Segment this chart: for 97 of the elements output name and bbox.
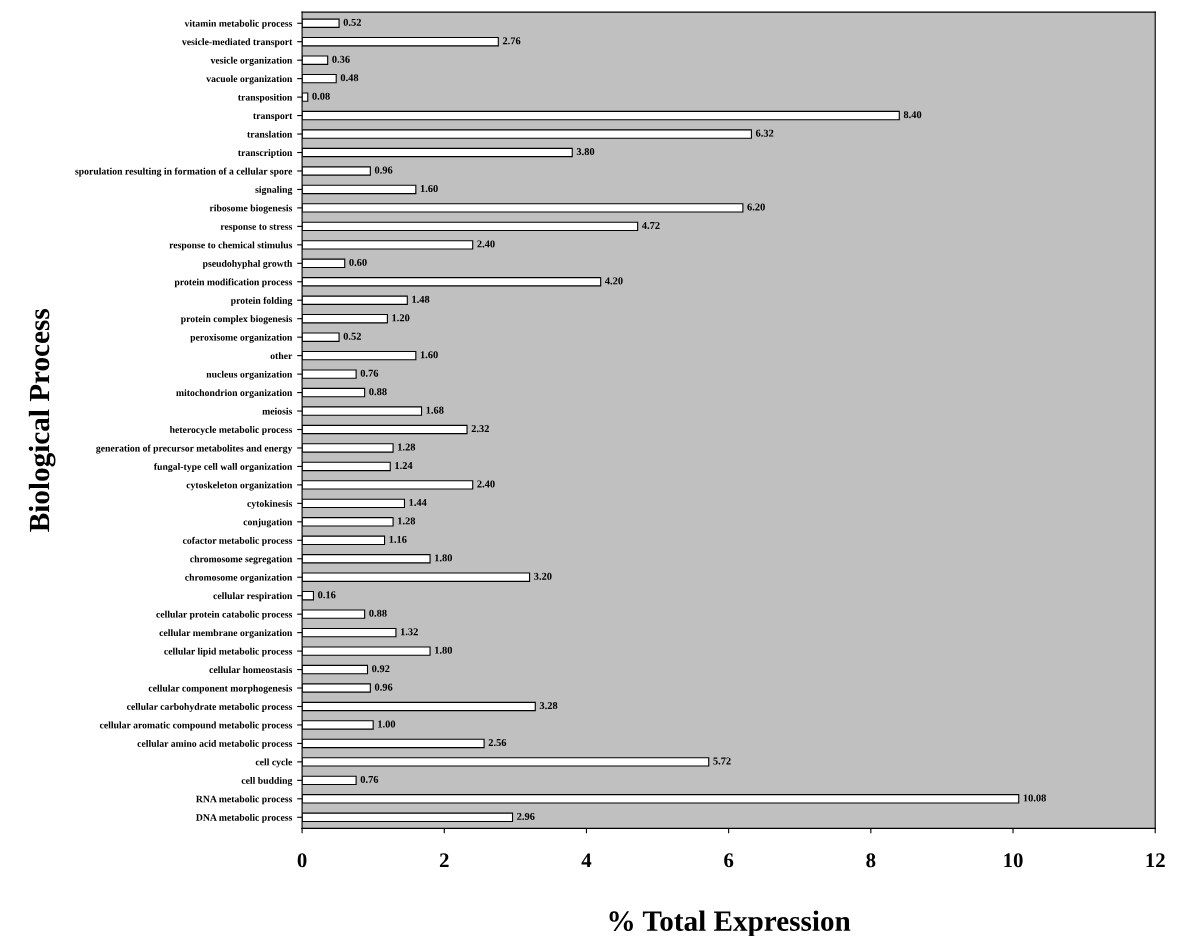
x-tick-label: 6 bbox=[724, 853, 734, 868]
data-label: 1.00 bbox=[378, 720, 396, 728]
y-tick-label: vesicle-mediated transport bbox=[181, 38, 293, 48]
data-label: 5.72 bbox=[713, 757, 731, 765]
x-axis-title: % Total Expression bbox=[609, 910, 851, 936]
data-label: 4.72 bbox=[641, 221, 660, 230]
y-tick-label: vitamin metabolic process bbox=[184, 19, 293, 29]
y-tick-label: cytokinesis bbox=[247, 499, 293, 509]
y-tick-label: cellular lipid metabolic process bbox=[164, 647, 293, 657]
data-label: 8.40 bbox=[903, 111, 922, 119]
y-tick-label: peroxisome organization bbox=[190, 333, 293, 343]
data-label: 1.60 bbox=[420, 185, 438, 193]
y-tick-label: transcription bbox=[237, 149, 293, 158]
data-label: 0.60 bbox=[349, 258, 367, 266]
data-label: 0.88 bbox=[369, 388, 387, 396]
data-label: 0.48 bbox=[340, 74, 359, 82]
y-tick-label: pseudohyphal growth bbox=[202, 259, 293, 269]
y-tick-label: cofactor metabolic process bbox=[182, 536, 293, 546]
y-tick-label: translation bbox=[247, 130, 293, 138]
y-tick-label: transport bbox=[253, 113, 293, 122]
data-label: 2.40 bbox=[477, 240, 495, 248]
y-tick-label: protein modification process bbox=[174, 278, 293, 288]
y-tick-label: protein complex biogenesis bbox=[180, 315, 293, 325]
y-tick-label: sporulation resulting in formation of a cellular spore bbox=[75, 167, 293, 177]
x-tick-label: 0 bbox=[297, 853, 307, 868]
data-label: 1.28 bbox=[398, 517, 416, 525]
data-label: 0.96 bbox=[374, 683, 393, 691]
y-tick-label: response to stress bbox=[220, 224, 293, 232]
data-label: 4.20 bbox=[604, 277, 623, 285]
data-label: 3.28 bbox=[539, 702, 558, 710]
y-tick-label: meiosis bbox=[262, 407, 293, 415]
data-label: 0.52 bbox=[343, 18, 361, 26]
data-label: 1.24 bbox=[395, 462, 413, 470]
data-label: 1.48 bbox=[412, 295, 430, 303]
data-label: 0.52 bbox=[343, 332, 361, 340]
data-label: 2.76 bbox=[502, 37, 521, 45]
x-tick-label: 12 bbox=[1146, 853, 1165, 868]
y-tick-label: generation of precursor metabolites and energy bbox=[96, 444, 293, 454]
y-tick-label: other bbox=[270, 352, 293, 360]
y-tick-label: conjugation bbox=[243, 518, 293, 528]
y-tick-label: cellular protein catabolic process bbox=[156, 610, 293, 620]
data-label: 0.96 bbox=[374, 166, 393, 174]
y-tick-label: signaling bbox=[255, 186, 293, 195]
data-label: 1.28 bbox=[398, 443, 416, 451]
data-label: 1.32 bbox=[400, 628, 418, 636]
x-tick-label: 2 bbox=[439, 853, 449, 868]
y-tick-label: response to chemical stimulus bbox=[169, 241, 293, 251]
y-tick-label: cellular carbohydrate metabolic process bbox=[126, 703, 293, 712]
data-label: 1.80 bbox=[435, 554, 453, 562]
y-tick-label: vacuole organization bbox=[206, 75, 293, 85]
y-tick-label: cytoskeleton organization bbox=[186, 481, 293, 491]
y-tick-label: cell cycle bbox=[255, 758, 293, 768]
y-tick-label: transposition bbox=[237, 93, 293, 103]
data-label: 0.08 bbox=[312, 92, 330, 100]
data-label: 1.44 bbox=[409, 498, 427, 507]
x-tick-label: 10 bbox=[1004, 853, 1023, 868]
data-label: 1.16 bbox=[389, 535, 407, 543]
data-label: 1.80 bbox=[435, 646, 453, 654]
y-tick-label: cellular component morphogenesis bbox=[148, 684, 293, 694]
y-tick-label: ribosome biogenesis bbox=[209, 204, 293, 214]
x-tick-label: 4 bbox=[581, 853, 592, 868]
x-tick-label: 8 bbox=[866, 853, 876, 868]
data-label: 6.20 bbox=[747, 203, 765, 211]
y-tick-label: fungal-type cell wall organization bbox=[153, 463, 293, 472]
y-tick-label: protein folding bbox=[230, 296, 293, 306]
y-tick-label: cellular aromatic compound metabolic process bbox=[99, 721, 293, 731]
y-tick-label: cell budding bbox=[241, 776, 293, 786]
y-tick-label: vesicle organization bbox=[210, 56, 293, 66]
data-label: 1.68 bbox=[426, 406, 444, 414]
data-label: 2.32 bbox=[471, 425, 489, 433]
y-tick-label: cellular membrane organization bbox=[159, 629, 293, 639]
data-label: 2.56 bbox=[488, 739, 507, 747]
data-label: 3.20 bbox=[534, 572, 552, 580]
data-label: 1.60 bbox=[420, 351, 438, 359]
data-label: 0.76 bbox=[360, 775, 379, 783]
data-label: 0.36 bbox=[332, 55, 350, 63]
y-tick-label: heterocycle metabolic process bbox=[169, 426, 293, 435]
data-label: 6.32 bbox=[755, 129, 774, 137]
y-tick-label: cellular respiration bbox=[213, 592, 293, 602]
y-tick-label: mitochondrion organization bbox=[176, 389, 293, 399]
data-label: 0.16 bbox=[318, 591, 336, 599]
data-label: 3.80 bbox=[576, 148, 595, 156]
data-label: 0.88 bbox=[369, 609, 387, 617]
y-tick-label: chromosome organization bbox=[185, 573, 293, 583]
data-label: 0.76 bbox=[360, 369, 379, 377]
y-tick-label: cellular amino acid metabolic process bbox=[137, 740, 293, 749]
data-label: 1.20 bbox=[392, 314, 410, 322]
y-tick-label: RNA metabolic process bbox=[196, 795, 293, 805]
y-tick-label: chromosome segregation bbox=[190, 555, 293, 565]
y-axis-title: Biological Process bbox=[28, 309, 56, 532]
data-label: 10.08 bbox=[1023, 794, 1046, 802]
y-tick-label: nucleus organization bbox=[206, 370, 293, 380]
y-tick-label: DNA metabolic process bbox=[196, 813, 293, 823]
data-label: 2.96 bbox=[517, 812, 535, 820]
data-label: 2.40 bbox=[477, 480, 495, 488]
data-label: 0.92 bbox=[372, 665, 390, 673]
y-tick-label: cellular homeostasis bbox=[209, 666, 293, 674]
